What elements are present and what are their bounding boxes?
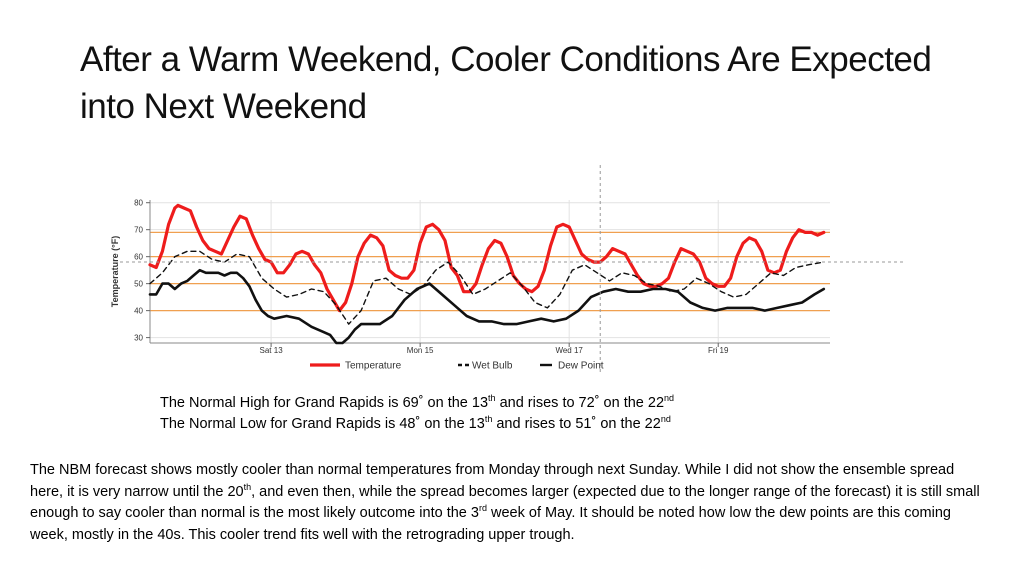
y-tick-label-4: 70 (134, 226, 143, 235)
normal-high-sup2: nd (664, 393, 675, 404)
forecast-chart: 30 40 50 60 70 80 Sat 13 Mon 15 Wed 17 Fri 19 Temp… (110, 165, 905, 375)
y-axis-title: Temperature (°F) (110, 236, 120, 307)
series-temperature-line (148, 203, 826, 313)
body-text: The NBM forecast shows mostly cooler tha… (30, 460, 990, 547)
x-tick-label-3: Fri 19 (708, 346, 729, 355)
y-tick-label-3: 60 (134, 253, 143, 262)
x-tick-label-1: Mon 15 (407, 346, 434, 355)
y-tick-label-1: 40 (134, 307, 143, 316)
normal-low-sup1: th (484, 414, 493, 425)
body-part1: The NBM forecast shows mostly cooler tha… (30, 462, 955, 500)
x-tick-label-2: Wed 17 (555, 346, 583, 355)
legend-label-0: Temperature (345, 361, 402, 372)
normal-high-middle: and rises to 72˚ on the 22 (495, 395, 665, 411)
series-dew-point-line (148, 268, 826, 345)
normal-low-line: The Normal Low for Grand Rapids is 48˚ o… (160, 414, 674, 435)
normal-high-sup1: th (488, 393, 496, 404)
x-tick-label-0: Sat 13 (260, 346, 284, 355)
normal-low-prefix: The Normal Low for Grand Rapids is 48˚ o… (160, 416, 485, 432)
y-tick-label-0: 30 (134, 334, 143, 343)
legend-label-1: Wet Bulb (472, 361, 513, 372)
legend-label-2: Dew Point (558, 361, 604, 372)
normal-low-sup2: nd (660, 414, 671, 425)
slide-title: After a Warm Weekend, Cooler Conditions … (80, 40, 932, 126)
body-part2: , and even then, while the spread become… (30, 483, 980, 522)
body-sup1: th (243, 481, 252, 492)
normals-text: The Normal High for Grand Rapids is 69˚ … (160, 393, 674, 435)
normal-high-line: The Normal High for Grand Rapids is 69˚ … (160, 393, 674, 414)
y-tick-label-5: 80 (134, 199, 143, 208)
body-part3: week of May. It should be noted how low … (30, 505, 951, 544)
y-tick-label-2: 50 (134, 280, 143, 289)
series-wet-bulb-line (149, 250, 825, 325)
normal-high-prefix: The Normal High for Grand Rapids is 69˚ … (160, 395, 489, 411)
plot-area (150, 200, 830, 343)
normal-low-middle: and rises to 51˚ on the 22 (492, 416, 661, 432)
body-sup2: rd (478, 503, 487, 514)
